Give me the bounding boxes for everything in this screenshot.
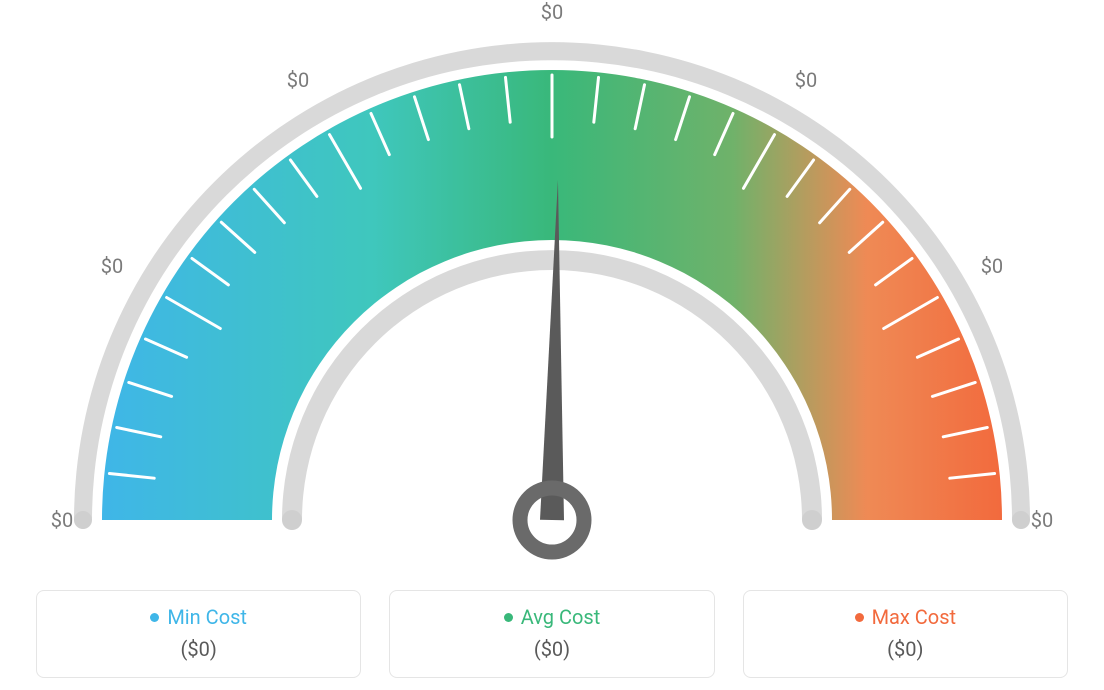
gauge-tick-label: $0 [981, 254, 1003, 278]
gauge-tick-label: $0 [287, 68, 309, 92]
gauge-tick-label: $0 [1031, 508, 1053, 532]
gauge-inner-cap-left [282, 510, 302, 530]
legend-title-avg: Avg Cost [400, 605, 703, 629]
gauge-tick-label: $0 [51, 508, 73, 532]
gauge-tick-label: $0 [795, 68, 817, 92]
gauge-outer-cap-left [74, 511, 92, 529]
gauge-inner-cap-right [802, 510, 822, 530]
legend-label-avg: Avg Cost [521, 605, 601, 629]
legend-card-max: Max Cost ($0) [743, 590, 1068, 678]
dot-icon-avg [504, 613, 513, 622]
legend-label-max: Max Cost [872, 605, 957, 629]
gauge-outer-cap-right [1012, 511, 1030, 529]
gauge-tick-label: $0 [101, 254, 123, 278]
dot-icon-min [150, 613, 159, 622]
gauge-chart: $0 $0 $0 $0 $0 $0 $0 [0, 0, 1104, 560]
dot-icon-max [855, 613, 864, 622]
gauge-svg [0, 0, 1104, 560]
legend-card-avg: Avg Cost ($0) [389, 590, 714, 678]
legend-label-min: Min Cost [167, 605, 247, 629]
legend-value-avg: ($0) [400, 637, 703, 661]
legend: Min Cost ($0) Avg Cost ($0) Max Cost ($0… [0, 590, 1104, 678]
legend-value-min: ($0) [47, 637, 350, 661]
legend-card-min: Min Cost ($0) [36, 590, 361, 678]
legend-value-max: ($0) [754, 637, 1057, 661]
gauge-tick-label: $0 [541, 0, 563, 24]
legend-title-max: Max Cost [754, 605, 1057, 629]
legend-title-min: Min Cost [47, 605, 350, 629]
